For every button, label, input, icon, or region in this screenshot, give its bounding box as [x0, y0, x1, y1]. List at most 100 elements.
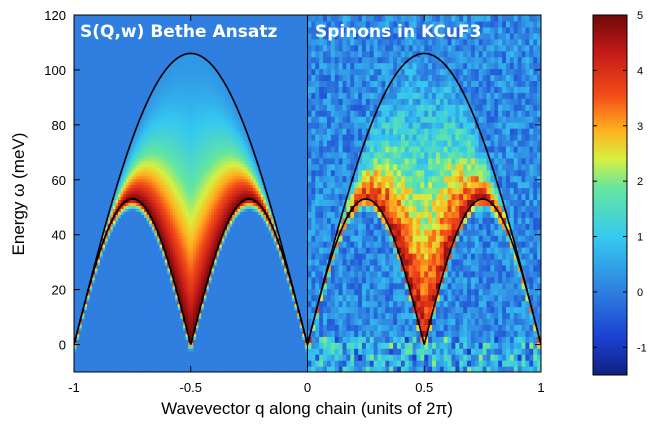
heatmap-cell: [92, 318, 96, 323]
heatmap-cell: [81, 220, 85, 224]
heatmap-cell: [92, 116, 96, 120]
heatmap-cell: [110, 134, 114, 138]
heatmap-cell: [97, 80, 101, 85]
heatmap-cell: [112, 56, 117, 61]
heatmap-cell: [112, 110, 117, 114]
heatmap-cell: [81, 178, 85, 183]
heatmap-cell: [102, 279, 106, 284]
heatmap-cell: [74, 38, 78, 43]
heatmap-cell: [97, 56, 101, 61]
heatmap-cell: [107, 92, 111, 96]
heatmap-cell: [89, 107, 93, 111]
heatmap-cell: [86, 205, 91, 209]
heatmap-cell: [97, 285, 101, 290]
heatmap-cell: [97, 166, 101, 171]
heatmap-cell: [102, 205, 106, 209]
heatmap-cell: [97, 288, 101, 293]
heatmap-cell: [74, 134, 78, 138]
heatmap-cell: [74, 59, 78, 64]
heatmap-cell: [115, 324, 119, 328]
heatmap-cell: [94, 154, 98, 159]
heatmap-cell: [92, 273, 96, 278]
heatmap-cell: [99, 29, 104, 34]
heatmap-cell: [76, 261, 80, 266]
heatmap-cell: [84, 226, 88, 230]
heatmap-cell: [110, 363, 114, 367]
heatmap-cell: [74, 175, 78, 180]
heatmap-cell: [89, 309, 93, 314]
heatmap-cell: [112, 44, 117, 49]
heatmap-cell: [86, 333, 91, 337]
heatmap-cell: [92, 154, 96, 159]
heatmap-cell: [89, 223, 93, 227]
heatmap-cell: [86, 255, 91, 260]
heatmap-cell: [107, 142, 111, 147]
heatmap-cell: [84, 288, 88, 293]
heatmap-cell: [99, 369, 104, 372]
heatmap-cell: [94, 270, 98, 275]
heatmap-cell: [107, 250, 111, 254]
heatmap-cell: [86, 116, 91, 120]
heatmap-cell: [92, 342, 96, 346]
heatmap-cell: [115, 321, 119, 325]
heatmap-cell: [99, 35, 104, 40]
heatmap-cell: [89, 89, 93, 93]
heatmap-cell: [94, 134, 98, 138]
heatmap-bethe-ansatz: [74, 15, 309, 372]
heatmap-cell: [76, 345, 80, 349]
heatmap-cell: [112, 339, 117, 343]
heatmap-cell: [107, 315, 111, 320]
heatmap-cell: [92, 333, 96, 337]
heatmap-cell: [99, 255, 104, 260]
heatmap-cell: [94, 294, 98, 299]
heatmap-cell: [110, 44, 114, 49]
heatmap-cell: [107, 199, 111, 204]
heatmap-cell: [110, 104, 114, 108]
heatmap-cell: [99, 288, 104, 293]
heatmap-cell: [76, 110, 80, 114]
heatmap-cell: [81, 181, 85, 186]
heatmap-cell: [94, 253, 98, 257]
heatmap-cell: [86, 354, 91, 358]
heatmap-cell: [97, 172, 101, 177]
heatmap-cell: [86, 35, 91, 40]
heatmap-cell: [92, 193, 96, 198]
heatmap-cell: [102, 74, 106, 79]
heatmap-cell: [110, 306, 114, 311]
heatmap-cell: [86, 339, 91, 343]
heatmap-cell: [84, 77, 88, 82]
heatmap-cell: [110, 369, 114, 372]
heatmap-cell: [102, 17, 106, 22]
heatmap-cell: [92, 92, 96, 96]
heatmap-cell: [99, 95, 104, 99]
heatmap-cell: [97, 211, 101, 215]
heatmap-cell: [76, 321, 80, 325]
heatmap-cell: [84, 148, 88, 153]
heatmap-cell: [79, 175, 83, 180]
heatmap-cell: [115, 351, 119, 355]
heatmap-cell: [89, 56, 93, 61]
heatmap-cell: [81, 324, 85, 328]
heatmap-cell: [76, 86, 80, 90]
heatmap-cell: [115, 342, 119, 346]
heatmap-cell: [107, 357, 111, 361]
heatmap-cell: [107, 241, 111, 245]
heatmap-cell: [94, 238, 98, 242]
heatmap-cell: [76, 139, 80, 144]
heatmap-cell: [86, 128, 91, 132]
heatmap-cell: [84, 101, 88, 105]
heatmap-cell: [84, 134, 88, 138]
heatmap-cell: [79, 291, 83, 296]
heatmap-cell: [89, 104, 93, 108]
heatmap-cell: [92, 354, 96, 358]
heatmap-cell: [89, 318, 93, 323]
heatmap-cell: [86, 142, 91, 147]
heatmap-cell: [94, 333, 98, 337]
heatmap-cell: [94, 95, 98, 99]
heatmap-cell: [94, 241, 98, 245]
heatmap-cell: [84, 220, 88, 224]
heatmap-cell: [79, 309, 83, 314]
heatmap-cell: [94, 62, 98, 67]
heatmap-cell: [81, 250, 85, 254]
heatmap-cell: [102, 291, 106, 296]
